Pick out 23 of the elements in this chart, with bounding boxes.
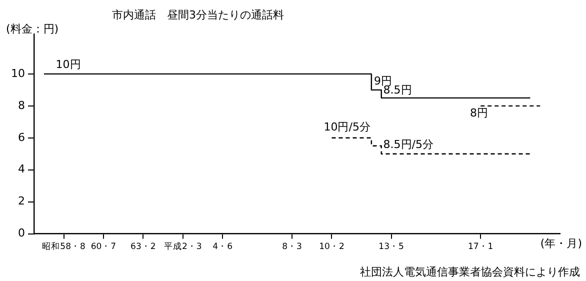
y-tick-label: 2 xyxy=(18,194,25,208)
x-tick-label: 17・1 xyxy=(468,242,494,252)
x-tick-label: 60・7 xyxy=(90,242,116,252)
x-tick-label: 平成2・3 xyxy=(164,241,202,252)
x-tick-label: 8・3 xyxy=(282,242,302,252)
x-axis-title: (年・月) xyxy=(540,237,582,250)
text: 社団法人電気通信事業者協会資料により作成 xyxy=(360,265,580,278)
annotation: 10円 xyxy=(56,58,81,72)
y-tick-label: 10 xyxy=(10,66,25,80)
x-tick-label: 昭和58・8 xyxy=(42,241,86,252)
y-tick-label: 0 xyxy=(18,226,25,240)
annotation: 8.5円/5分 xyxy=(383,138,434,152)
annotation: 8円 xyxy=(470,106,488,120)
x-tick-label: 13・5 xyxy=(378,242,404,252)
x-tick-label: 10・2 xyxy=(319,242,344,252)
chart-title: 市内通話 昼間3分当たりの通話料 xyxy=(112,8,284,22)
x-tick-label: 4・6 xyxy=(212,242,232,252)
y-tick-label: 8 xyxy=(18,98,25,112)
y-axis-title: (料金：円) xyxy=(6,22,59,36)
annotation: 10円/5分 xyxy=(324,120,370,134)
y-tick-label: 6 xyxy=(18,130,25,144)
y-tick-label: 4 xyxy=(18,162,25,176)
x-tick-label: 63・2 xyxy=(130,242,156,252)
